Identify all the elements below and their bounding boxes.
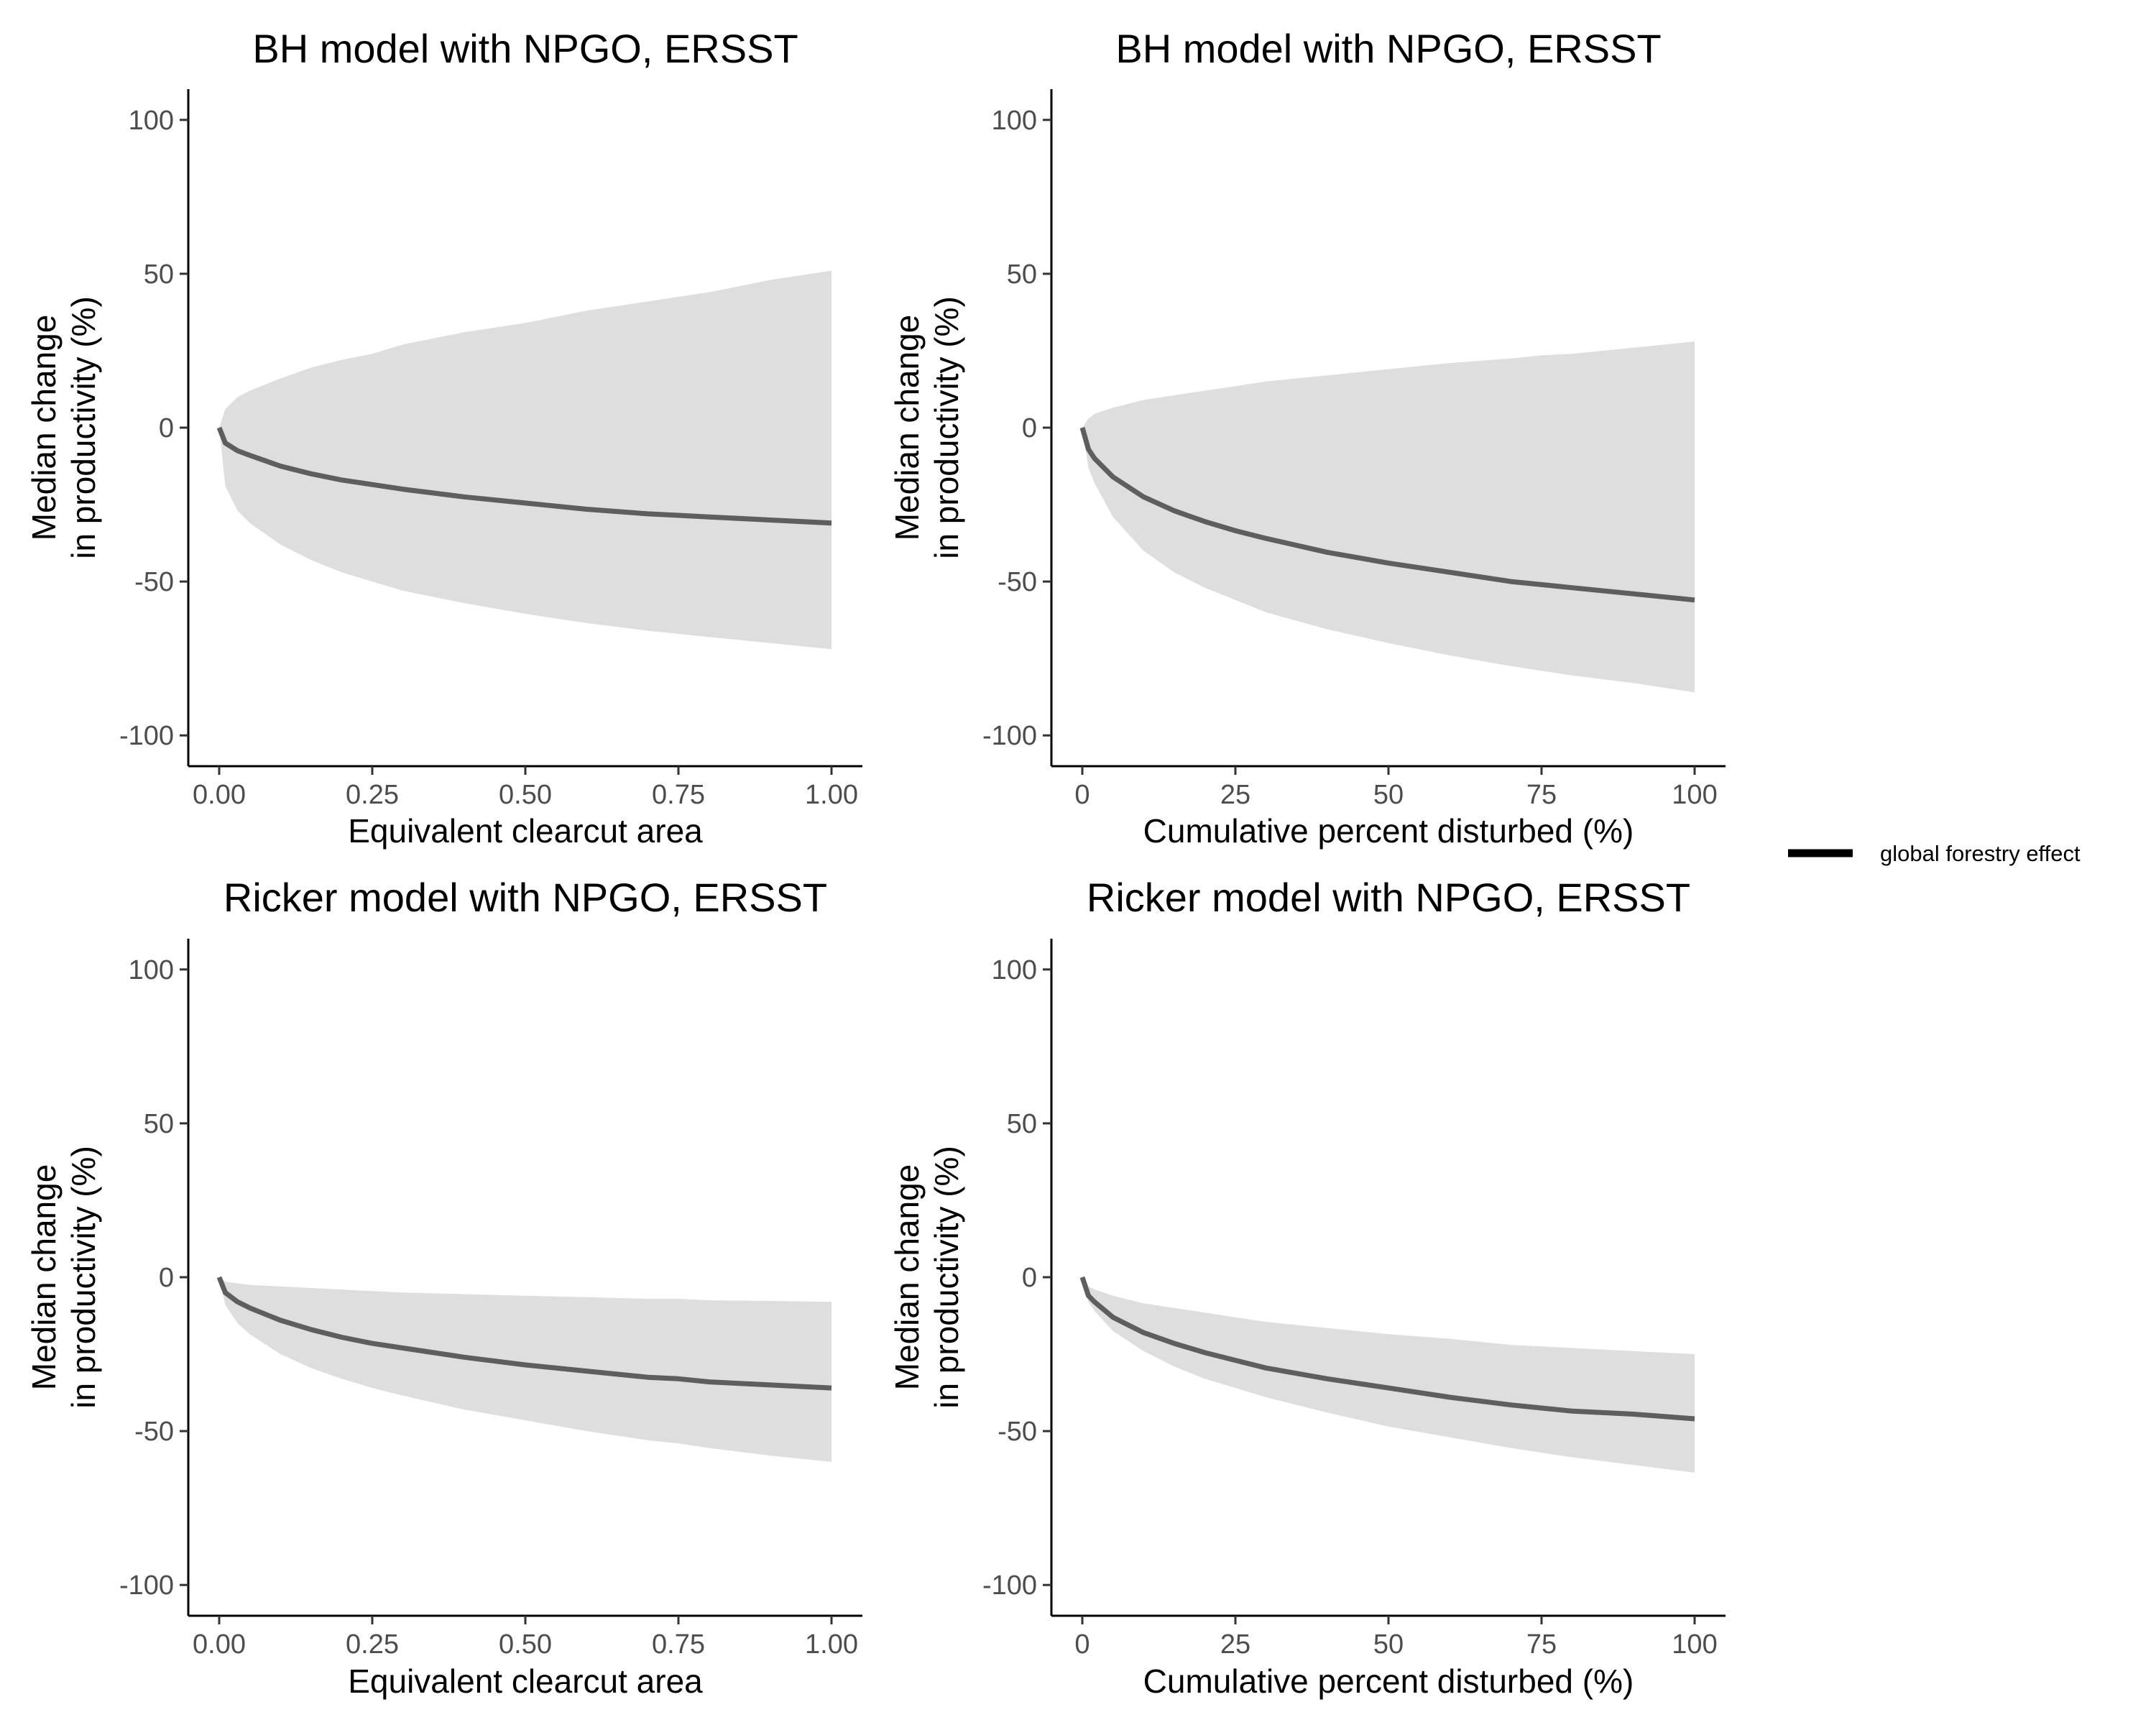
- y-axis-label: Median change: [888, 1164, 926, 1391]
- panel-bh-clearcut: -100 -50 0 50 100 0.00 0.25 0.50 0.75 1.00 BH mode…: [25, 26, 862, 850]
- x-tick-label: 0: [1074, 780, 1089, 810]
- x-tick-label: 0: [1074, 1629, 1089, 1660]
- x-tick-label: 50: [1373, 1629, 1404, 1660]
- x-tick-label: 25: [1220, 1629, 1250, 1660]
- panel-ricker-percent-disturbed: -100 -50 0 50 100 0 25 50 75 100 Ricker model with…: [888, 875, 1726, 1700]
- y-tick-label: -50: [998, 567, 1037, 597]
- x-axis-label: Cumulative percent disturbed (%): [1143, 812, 1634, 850]
- panel-title: BH model with NPGO, ERSST: [1115, 26, 1661, 71]
- y-tick-label: 0: [159, 413, 174, 443]
- x-tick-label: 100: [1672, 1629, 1717, 1660]
- y-tick-label: 0: [1022, 413, 1037, 443]
- x-tick-label: 50: [1373, 780, 1404, 810]
- y-tick-label: 0: [159, 1263, 174, 1293]
- x-axis-label: Cumulative percent disturbed (%): [1143, 1662, 1634, 1700]
- y-tick-label: -100: [119, 1570, 174, 1601]
- panel-bh-percent-disturbed: -100 -50 0 50 100 0 25 50 75 100 BH model with NPG…: [888, 26, 1726, 850]
- y-tick-label: 50: [144, 259, 174, 290]
- x-tick-label: 0.75: [652, 780, 705, 810]
- confidence-ribbon: [219, 270, 831, 650]
- x-tick-label: 0.50: [499, 780, 552, 810]
- panel-ricker-clearcut: -100 -50 0 50 100 0.00 0.25 0.50 0.75 1.00 Ricker …: [25, 875, 862, 1700]
- panel-title: Ricker model with NPGO, ERSST: [224, 875, 827, 920]
- y-axis-label: in productivity (%): [65, 296, 102, 559]
- median-line: [216, 1276, 832, 1391]
- confidence-ribbon: [1082, 1277, 1695, 1473]
- y-tick-label: -50: [134, 567, 174, 597]
- y-axis-label: in productivity (%): [928, 1146, 965, 1409]
- legend-label: global forestry effect: [1880, 841, 2081, 866]
- confidence-ribbon: [219, 1277, 831, 1462]
- x-tick-label: 0.50: [499, 1629, 552, 1660]
- median-line: [1079, 1276, 1695, 1422]
- y-tick-label: 0: [1022, 1263, 1037, 1293]
- y-tick-label: -50: [998, 1417, 1037, 1447]
- median-line: [216, 426, 832, 526]
- y-tick-label: 100: [992, 955, 1037, 985]
- y-axis-label: Median change: [25, 1164, 63, 1391]
- y-tick-label: 100: [992, 106, 1037, 136]
- x-tick-label: 1.00: [805, 1629, 858, 1660]
- y-tick-label: 50: [1007, 259, 1037, 290]
- panel-title: Ricker model with NPGO, ERSST: [1087, 875, 1690, 920]
- x-tick-label: 1.00: [805, 780, 858, 810]
- y-axis-label: Median change: [888, 315, 926, 541]
- y-tick-label: 50: [1007, 1109, 1037, 1139]
- y-tick-label: -100: [119, 721, 174, 751]
- y-tick-label: -50: [134, 1417, 174, 1447]
- x-tick-label: 75: [1526, 780, 1557, 810]
- y-axis-label: in productivity (%): [928, 296, 965, 559]
- y-axis-label: Median change: [25, 315, 63, 541]
- y-tick-label: -100: [982, 1570, 1037, 1601]
- x-tick-label: 25: [1220, 780, 1250, 810]
- y-tick-label: -100: [982, 721, 1037, 751]
- y-tick-label: 50: [144, 1109, 174, 1139]
- x-tick-label: 0.25: [346, 780, 399, 810]
- x-axis-label: Equivalent clearcut area: [348, 1662, 703, 1700]
- x-tick-label: 0.00: [193, 780, 246, 810]
- x-tick-label: 100: [1672, 780, 1717, 810]
- y-tick-label: 100: [129, 955, 174, 985]
- x-tick-label: 0.25: [346, 1629, 399, 1660]
- median-line: [1079, 427, 1695, 603]
- x-tick-label: 0.00: [193, 1629, 246, 1660]
- y-axis-label: in productivity (%): [65, 1146, 102, 1409]
- x-axis-label: Equivalent clearcut area: [348, 812, 703, 850]
- panel-title: BH model with NPGO, ERSST: [252, 26, 798, 71]
- x-tick-label: 75: [1526, 1629, 1557, 1660]
- confidence-ribbon: [1082, 341, 1695, 693]
- y-tick-label: 100: [129, 106, 174, 136]
- x-tick-label: 0.75: [652, 1629, 705, 1660]
- legend: global forestry effect: [1788, 841, 2081, 866]
